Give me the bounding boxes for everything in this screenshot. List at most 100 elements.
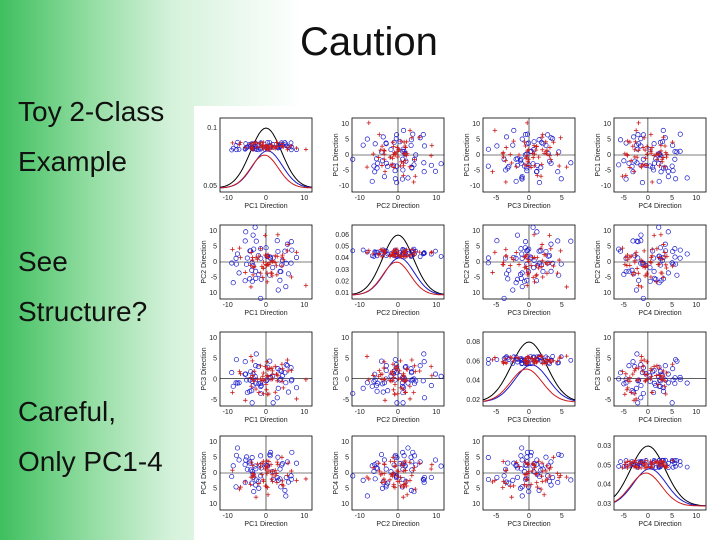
data-point-circle — [251, 489, 257, 495]
data-point-cross — [262, 466, 268, 472]
data-point-circle — [656, 161, 662, 167]
data-point-cross — [409, 135, 415, 140]
x-tick-label: -5 — [621, 409, 627, 416]
data-point-circle — [256, 485, 262, 491]
data-point-cross — [544, 476, 550, 482]
data-point-cross — [285, 147, 290, 152]
data-point-cross — [509, 494, 514, 500]
x-tick-label: -5 — [493, 195, 499, 202]
x-tick-label: 10 — [300, 302, 308, 309]
data-point-cross — [538, 486, 544, 492]
data-point-cross — [264, 270, 270, 276]
data-point-cross — [255, 145, 260, 150]
data-point-circle — [640, 390, 646, 397]
data-point-cross — [649, 253, 655, 258]
data-point-cross — [261, 479, 266, 484]
data-point-circle — [400, 167, 406, 173]
data-point-circle — [372, 377, 378, 383]
data-point-cross — [544, 151, 550, 157]
data-point-cross — [541, 492, 547, 497]
data-point-cross — [371, 465, 376, 470]
data-point-cross — [279, 263, 285, 269]
data-point-cross — [364, 354, 370, 359]
data-point-cross — [399, 461, 404, 467]
data-point-cross — [250, 358, 255, 364]
data-point-cross — [664, 370, 669, 376]
data-point-cross — [564, 354, 569, 359]
data-point-cross — [412, 465, 417, 470]
data-point-cross — [516, 464, 522, 469]
data-point-circle — [635, 132, 641, 138]
y-tick-label: 10 — [472, 121, 480, 128]
data-point-cross — [382, 148, 387, 154]
data-point-circle — [408, 366, 414, 372]
data-point-circle — [635, 255, 641, 261]
data-point-circle — [665, 229, 671, 235]
data-point-circle — [258, 473, 264, 479]
data-point-cross — [633, 139, 638, 144]
data-point-circle — [282, 140, 288, 145]
data-point-circle — [253, 466, 259, 472]
data-point-cross — [281, 385, 286, 391]
panel-pc1-pc2: -10 0 10 PC2 Direction 10 5 0 -5 -10 PC1 Directio… — [333, 117, 445, 210]
data-point-circle — [230, 145, 236, 151]
data-point-cross — [286, 145, 291, 150]
data-point-circle — [674, 272, 680, 278]
data-point-cross — [628, 390, 634, 395]
data-point-circle — [438, 161, 444, 167]
x-axis-label: PC3 Direction — [507, 417, 550, 424]
data-point-cross — [230, 140, 235, 145]
data-point-cross — [262, 233, 268, 238]
data-point-circle — [650, 164, 656, 170]
data-point-cross — [412, 363, 417, 369]
data-point-cross — [641, 248, 647, 254]
x-tick-label: 0 — [396, 409, 400, 416]
data-point-cross — [504, 253, 509, 258]
data-point-circle — [638, 232, 644, 238]
data-point-circle — [486, 357, 491, 362]
x-tick-label: 10 — [692, 409, 700, 416]
data-point-circle — [385, 163, 391, 170]
data-point-cross — [636, 271, 641, 276]
data-point-cross — [534, 144, 539, 149]
data-point-cross — [532, 151, 537, 157]
data-point-circle — [252, 224, 258, 230]
data-point-circle — [517, 271, 524, 278]
data-point-cross — [532, 163, 537, 168]
data-point-circle — [394, 132, 400, 138]
data-point-cross — [516, 152, 522, 158]
y-tick-label: 5 — [607, 356, 611, 363]
data-point-circle — [283, 284, 289, 290]
data-point-cross — [268, 270, 274, 276]
data-point-cross — [530, 468, 535, 474]
data-point-circle — [647, 373, 653, 379]
data-point-cross — [265, 252, 271, 257]
data-point-cross — [503, 158, 508, 163]
data-point-circle — [283, 260, 289, 266]
data-point-cross — [632, 258, 637, 263]
data-point-cross — [261, 140, 266, 145]
data-point-circle — [640, 156, 646, 162]
data-point-cross — [632, 368, 637, 374]
data-point-cross — [273, 390, 278, 395]
data-point-circle — [372, 141, 378, 147]
data-point-cross — [265, 392, 270, 397]
data-point-circle — [511, 127, 517, 134]
data-point-cross — [514, 460, 519, 465]
data-point-cross — [285, 460, 291, 466]
data-point-circle — [672, 375, 678, 381]
data-point-cross — [657, 365, 662, 371]
data-point-cross — [258, 461, 263, 467]
data-point-cross — [664, 152, 670, 157]
data-point-cross — [404, 492, 410, 497]
y-tick-label: 0 — [476, 152, 480, 159]
y-tick-label: 0 — [345, 470, 349, 477]
y-tick-label: 0 — [345, 376, 349, 383]
data-point-circle — [374, 249, 379, 255]
data-point-cross — [399, 377, 404, 382]
data-point-cross — [524, 252, 530, 258]
data-point-cross — [531, 155, 536, 160]
data-point-circle — [670, 366, 676, 372]
y-tick-label: 5 — [345, 486, 349, 493]
